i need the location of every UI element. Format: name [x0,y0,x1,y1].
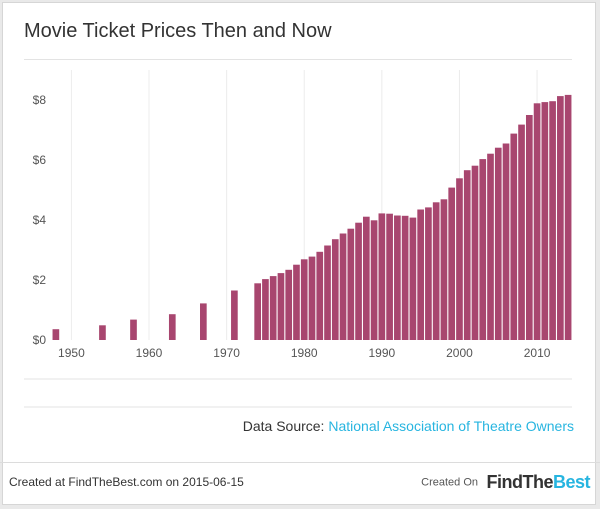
bar [99,325,106,340]
bar [448,187,456,340]
bar [378,213,386,340]
bar [168,314,176,340]
x-tick-label: 1990 [368,346,395,360]
bar [52,329,60,340]
data-source-link[interactable]: National Association of Theatre Owners [328,418,574,434]
logo-text-best: Best [552,472,591,492]
bar [130,319,137,340]
y-tick-label: $2 [33,273,47,287]
y-tick-label: $0 [33,333,47,347]
y-tick-label: $6 [33,153,47,167]
bar [510,133,518,340]
y-axis-ticks: $0 $2 $4 $6 $8 [33,93,47,347]
created-on-label: Created On [421,476,479,489]
bar [300,259,308,340]
title-divider [24,59,572,60]
bar [370,220,378,340]
x-tick-label: 1960 [136,346,163,360]
bar [425,207,432,340]
bar [432,202,440,340]
bar [254,283,261,340]
bar [456,178,463,340]
data-source: Data Source: National Association of The… [243,418,574,434]
bar [262,279,269,340]
bar [200,303,207,340]
bar [269,276,277,340]
x-axis-ticks: 1950 1960 1970 1980 1990 2000 2010 [58,346,551,360]
x-tick-label: 2000 [446,346,473,360]
findthebest-logo[interactable]: FindTheBest [486,472,590,492]
bar [479,159,487,340]
bar [533,103,541,340]
bar [463,170,471,340]
x-tick-label: 1970 [213,346,240,360]
y-tick-label: $4 [33,213,47,227]
bar [440,199,448,340]
y-tick-label: $8 [33,93,47,107]
bar [471,165,479,340]
bar [564,94,572,341]
chart-title: Movie Ticket Prices Then and Now [24,20,332,42]
bar [293,264,300,340]
bar [487,153,494,340]
x-tick-label: 2010 [524,346,551,360]
bar [494,147,502,340]
x-tick-label: 1980 [291,346,318,360]
data-source-label: Data Source: [242,418,325,434]
bar [308,256,316,340]
x-tick-label: 1950 [58,346,85,360]
bar [386,213,393,340]
bar [409,217,417,340]
bar [277,273,285,340]
bar [417,209,424,340]
brand-credit[interactable]: Created On FindTheBest [421,472,590,493]
bar [347,228,355,340]
bar [324,245,331,340]
bar [339,233,347,340]
bar [557,96,564,340]
bar [362,216,370,340]
logo-text-find: FindThe [486,472,553,492]
bar [518,124,525,340]
bar [502,143,510,340]
bar [541,102,549,340]
bar [231,290,238,340]
bar [525,115,533,340]
created-at-text: Created at FindTheBest.com on 2015-06-15 [9,475,244,489]
bar [394,215,401,340]
bar [316,251,324,340]
bars [52,94,572,341]
bar [331,239,339,340]
bar [355,222,362,340]
bar [401,215,409,340]
bar [285,269,293,340]
bar [549,101,556,340]
footer: Created at FindTheBest.com on 2015-06-15… [0,462,600,501]
